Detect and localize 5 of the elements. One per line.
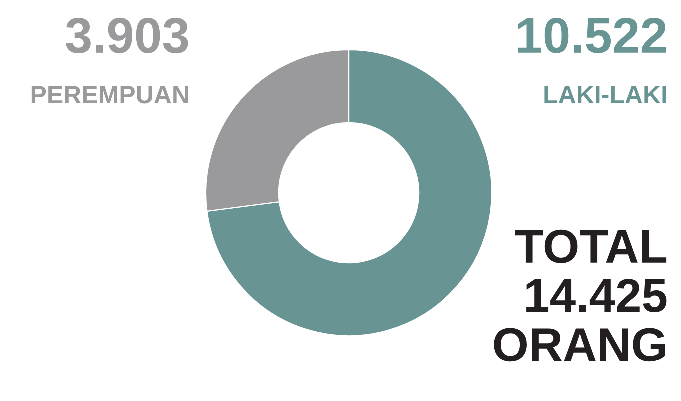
slice-label: LAKI-LAKI — [544, 86, 666, 104]
data-label: 3.903 — [66, 18, 188, 54]
data-label: 10.522 — [518, 18, 666, 54]
text: TOTAL 14.425 ORANG — [494, 230, 667, 362]
slice-label: PEREMPUAN — [32, 86, 188, 104]
